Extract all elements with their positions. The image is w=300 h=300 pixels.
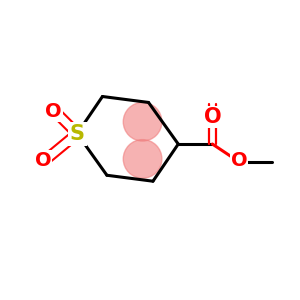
Circle shape	[123, 140, 162, 178]
Circle shape	[123, 102, 162, 141]
Text: S: S	[70, 124, 85, 144]
Text: O: O	[231, 151, 247, 170]
Text: O: O	[35, 151, 51, 170]
Text: O: O	[204, 107, 221, 127]
Text: O: O	[45, 102, 62, 121]
